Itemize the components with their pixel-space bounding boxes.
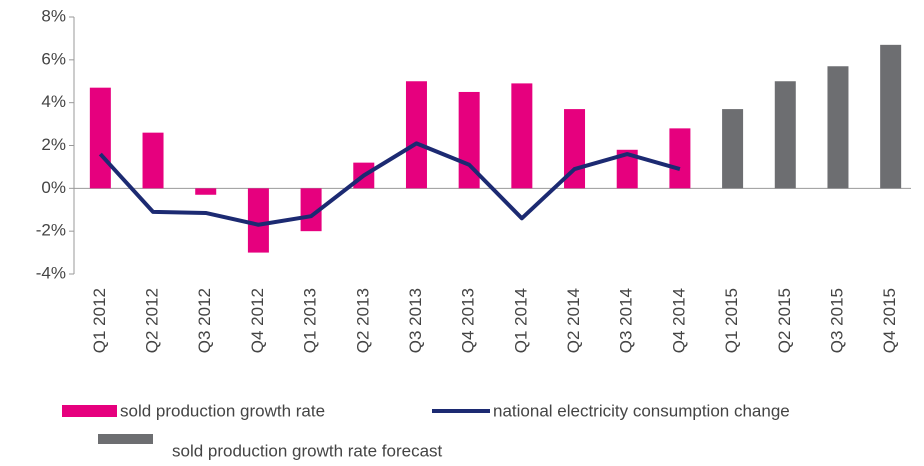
bar [774, 81, 796, 189]
y-tick-label: 0% [41, 178, 66, 197]
y-tick-label: 4% [41, 92, 66, 111]
x-tick-label: Q3 2014 [617, 288, 636, 353]
bar [89, 87, 111, 189]
legend-swatch [98, 434, 153, 444]
bar [405, 81, 427, 189]
x-tick-label: Q3 2012 [195, 288, 214, 353]
bar [880, 44, 902, 189]
line [98, 141, 681, 227]
y-tick-label: 2% [41, 135, 66, 154]
x-tick-label: Q2 2012 [143, 288, 162, 353]
y-tick-label: 8% [41, 6, 66, 25]
bar [722, 109, 744, 189]
x-tick-label: Q4 2012 [248, 288, 267, 353]
bar [669, 128, 691, 189]
bar [300, 188, 322, 232]
bar [247, 188, 269, 253]
x-tick-label: Q2 2013 [353, 288, 372, 353]
y-tick-label: 6% [41, 49, 66, 68]
x-tick-label: Q2 2014 [564, 288, 583, 353]
bar [616, 149, 638, 189]
x-tick-label: Q1 2013 [301, 288, 320, 353]
x-tick-label: Q1 2015 [722, 288, 741, 353]
x-tick-label: Q1 2014 [511, 288, 530, 353]
bar [827, 66, 849, 189]
bar [195, 188, 217, 195]
legend-label: sold production growth rate [120, 401, 325, 420]
x-tick-label: Q3 2013 [406, 288, 425, 353]
y-tick-label: -2% [36, 221, 66, 240]
x-tick-label: Q4 2015 [880, 288, 899, 353]
legend-label: sold production growth rate forecast [172, 441, 443, 460]
bar [142, 132, 164, 189]
x-tick-label: Q3 2015 [827, 288, 846, 353]
legend-label: national electricity consumption change [493, 401, 790, 420]
bar [511, 83, 533, 189]
x-tick-label: Q4 2013 [459, 288, 478, 353]
legend-swatch [62, 405, 117, 417]
x-tick-label: Q2 2015 [775, 288, 794, 353]
x-tick-label: Q4 2014 [669, 288, 688, 353]
x-tick-label: Q1 2012 [90, 288, 109, 353]
y-tick-label: -4% [36, 263, 66, 282]
